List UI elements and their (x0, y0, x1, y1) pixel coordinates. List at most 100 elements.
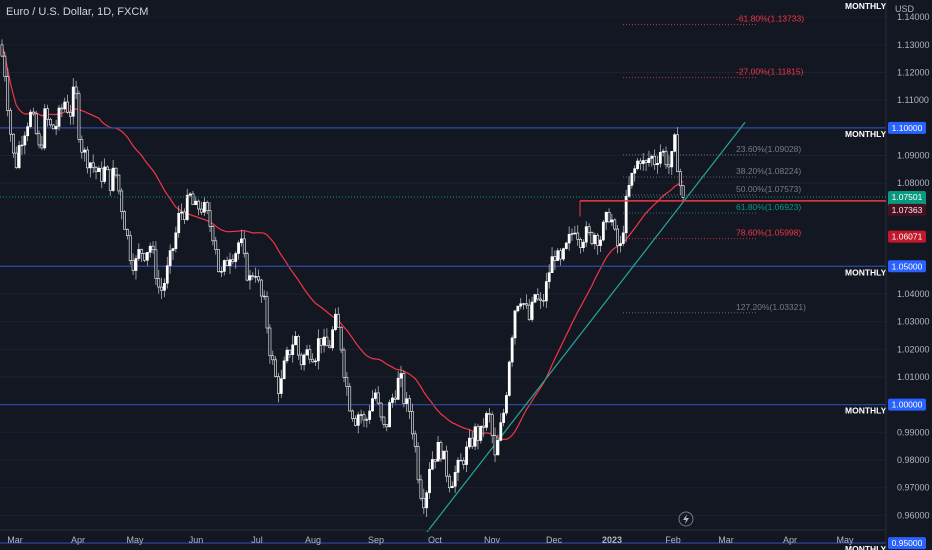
time-axis[interactable]: Mar Apr May Jun Jul Aug Sep Oct Nov Dec 2023 Feb Mar… (7, 535, 854, 545)
x-tick-label: Sep (368, 535, 384, 545)
candle-body (134, 258, 138, 271)
candle-body (399, 373, 403, 379)
candle-body (145, 252, 149, 261)
candle-body (259, 279, 263, 297)
monthly-tag: MONTHLY (845, 1, 887, 11)
candle-body (128, 235, 132, 262)
horizontal-levels[interactable]: MONTHLY MONTHLY MONTHLY MONTHLY MONTHLY (0, 1, 887, 550)
x-tick-label: Jul (251, 535, 263, 545)
candle-body (205, 202, 209, 211)
fib-level-label: 78.60%(1.05998) (736, 228, 801, 238)
candle-body (562, 248, 565, 260)
level-price-badge-text: 0.95000 (892, 538, 923, 548)
candle-body (237, 242, 240, 254)
y-tick-label: 0.98000 (897, 455, 930, 465)
candle-body (524, 303, 528, 306)
candle-body (282, 360, 286, 380)
candle-body (405, 398, 409, 404)
candle-body (274, 359, 278, 377)
candle-body (26, 126, 30, 137)
candle-body (277, 376, 280, 394)
candle-body (516, 305, 520, 312)
candle-body (601, 221, 605, 241)
candle-body (191, 193, 195, 206)
candle-body (527, 304, 531, 320)
candle-body (482, 425, 486, 428)
candle-body (31, 111, 35, 115)
candle-body (245, 253, 249, 281)
candle-body (29, 111, 32, 127)
candle-body (51, 124, 55, 130)
candle-body (43, 108, 47, 149)
candle-body (507, 361, 511, 396)
candle-body (570, 233, 574, 235)
candle-body (490, 414, 494, 436)
candle-body (222, 260, 226, 272)
candle-body (242, 238, 246, 254)
candle-body (633, 168, 637, 174)
candle-body (20, 144, 24, 147)
candle-body (513, 310, 517, 339)
trendline[interactable] (426, 121, 746, 533)
candle-body (9, 110, 12, 135)
lightning-icon (678, 511, 694, 527)
candle-body (373, 392, 377, 399)
candle-body (296, 336, 300, 356)
candle-body (271, 355, 275, 361)
misc-overlays (0, 0, 887, 550)
candle-body (430, 459, 434, 470)
candle-body (60, 107, 64, 110)
candle-body (627, 185, 631, 197)
candle-body (279, 378, 283, 394)
candle-body (316, 338, 320, 362)
candle-body (106, 166, 109, 171)
y-tick-label: 0.96000 (897, 510, 930, 520)
candle-body (200, 208, 203, 213)
fibonacci-levels[interactable]: -61.80%(1.13733) -27.00%(1.11815) 23.60%(1… (623, 14, 806, 314)
candle-body (559, 250, 563, 260)
fib-level-label: 23.60%(1.09028) (736, 144, 801, 154)
fib-level-label: -27.00%(1.11815) (736, 67, 804, 77)
level-price-badge (888, 398, 926, 411)
candle-body (467, 437, 471, 448)
candle-body (476, 426, 480, 441)
y-tick-label: 1.04000 (897, 289, 930, 299)
candle-body (550, 256, 554, 274)
candle-body (584, 226, 588, 243)
candle-body (165, 265, 169, 284)
candle-body (40, 144, 44, 149)
monthly-tag: MONTHLY (845, 406, 887, 416)
candle-body (103, 166, 107, 182)
candle-body (12, 133, 15, 154)
level-price-badge-text: 1.10000 (892, 123, 923, 133)
candle-body (14, 152, 18, 168)
candle-body (436, 441, 440, 462)
candle-body (185, 194, 189, 220)
candle-body (579, 239, 582, 248)
grid-lines (0, 16, 886, 516)
candle-body (285, 349, 289, 362)
level-price-badge (888, 537, 926, 550)
candle-body (522, 303, 525, 305)
x-tick-label: Dec (546, 535, 563, 545)
candle-body (131, 260, 135, 271)
candle-body (470, 437, 474, 447)
candle-body (331, 329, 335, 349)
x-tick-label: Apr (783, 535, 797, 545)
candle-body (211, 226, 215, 242)
candle-body (140, 249, 144, 254)
candle-body (74, 86, 78, 95)
candle-body (294, 336, 297, 346)
candle-body (305, 349, 309, 356)
candle-body (644, 160, 648, 163)
candle-body (607, 211, 611, 223)
uptrend-line (426, 121, 746, 533)
candle-body (656, 163, 659, 166)
candle-body (376, 392, 380, 404)
candle-body (576, 232, 580, 240)
candle-body (556, 250, 560, 261)
candle-body (410, 411, 414, 435)
candle-body (619, 243, 622, 246)
